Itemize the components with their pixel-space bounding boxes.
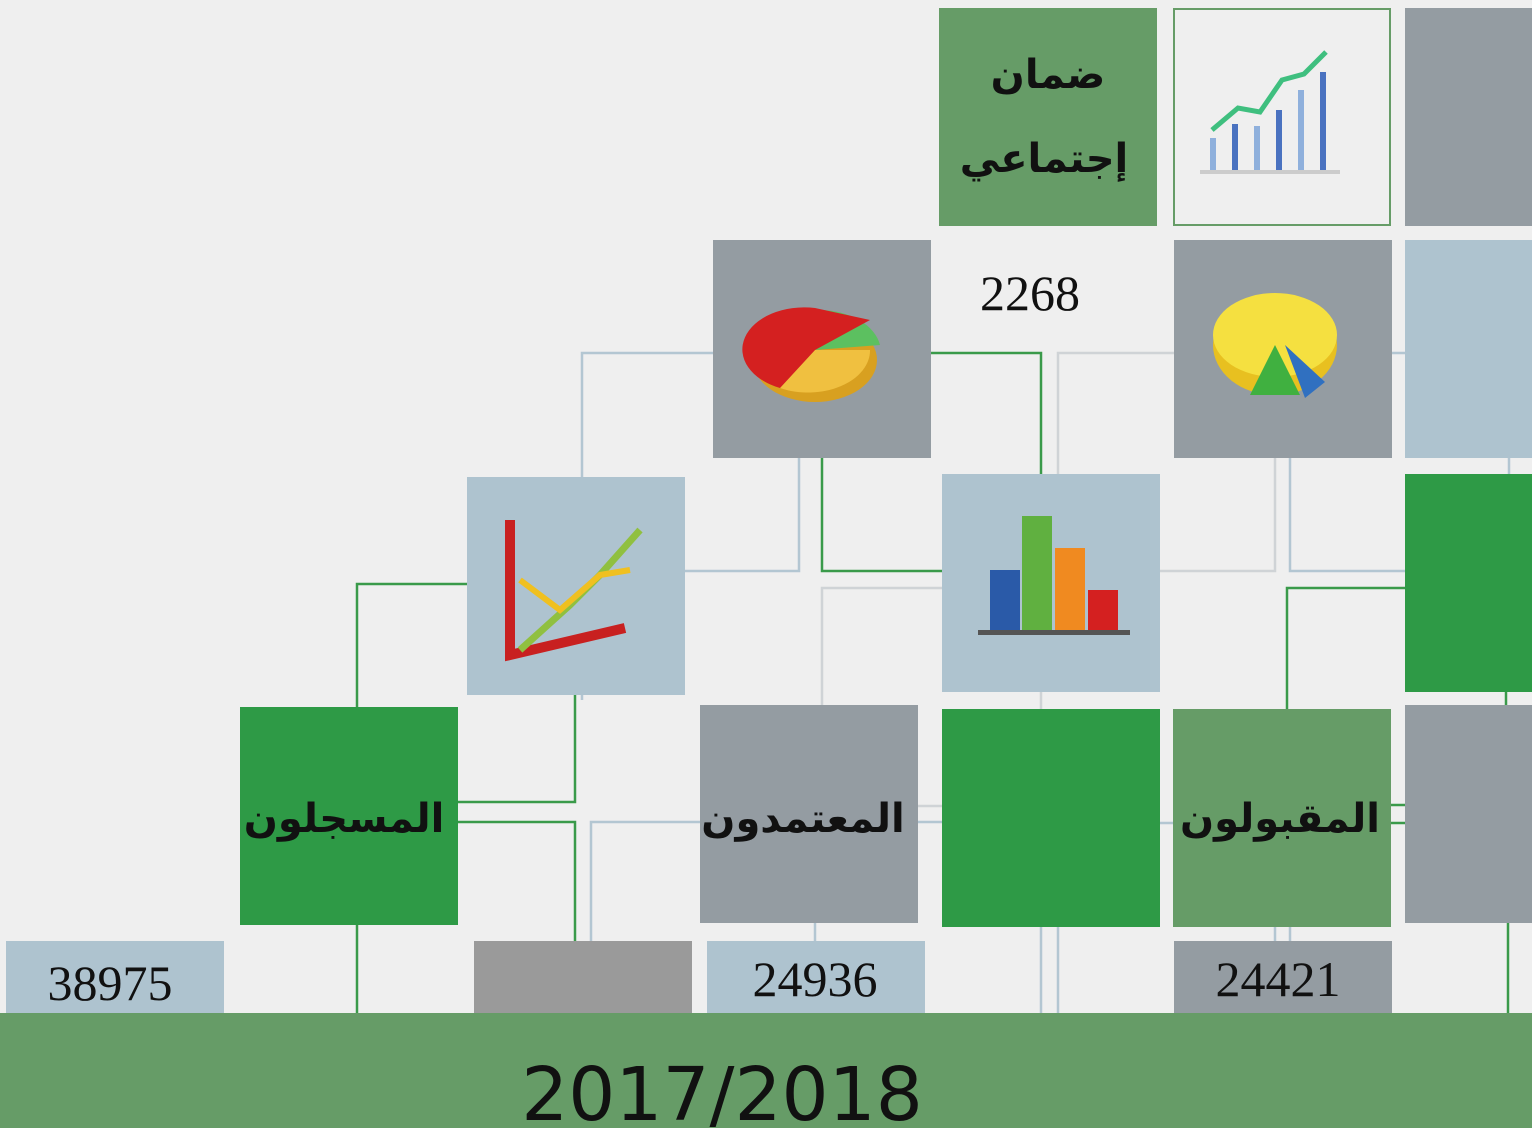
bar-chart-icon bbox=[978, 516, 1130, 635]
tile bbox=[467, 477, 685, 695]
label: المقبولون bbox=[1180, 796, 1380, 842]
tile bbox=[700, 705, 918, 923]
pie-icon bbox=[1213, 293, 1337, 398]
tile bbox=[1405, 240, 1532, 458]
tile bbox=[240, 707, 458, 925]
tile bbox=[939, 8, 1157, 226]
tile bbox=[474, 941, 692, 1021]
tile bbox=[707, 941, 925, 1021]
tile bbox=[1405, 705, 1532, 923]
pie-icon bbox=[742, 307, 880, 402]
label: ضمان bbox=[991, 52, 1106, 98]
value: 24421 bbox=[1216, 951, 1341, 1007]
tile bbox=[1174, 941, 1392, 1021]
value: 2268 bbox=[980, 265, 1080, 321]
label: المسجلون bbox=[244, 796, 445, 842]
tiles bbox=[6, 8, 1532, 1021]
bar-line-icon bbox=[1200, 50, 1340, 174]
footer bbox=[0, 1013, 1532, 1128]
value: 38975 bbox=[48, 955, 173, 1011]
year: 2017/2018 bbox=[521, 1052, 923, 1128]
tile bbox=[1405, 8, 1532, 226]
tile bbox=[942, 709, 1160, 927]
line-chart-icon bbox=[505, 520, 643, 662]
label: المعتمدون bbox=[701, 796, 904, 842]
label: إجتماعي bbox=[960, 136, 1129, 182]
tile bbox=[1405, 474, 1532, 692]
tile bbox=[1173, 709, 1391, 927]
value: 24936 bbox=[753, 951, 878, 1007]
tile bbox=[6, 941, 224, 1021]
